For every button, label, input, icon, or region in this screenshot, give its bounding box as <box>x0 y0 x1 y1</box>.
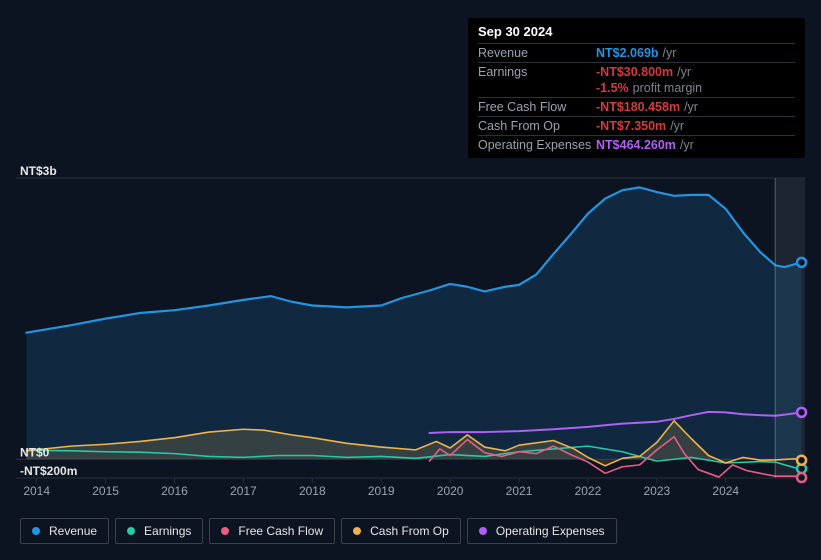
x-tick-label: 2019 <box>368 484 395 498</box>
tooltip-row-value: NT$2.069b <box>596 46 659 60</box>
tooltip-row-value: -NT$30.800m <box>596 65 673 79</box>
tooltip-row-label: Cash From Op <box>478 119 596 133</box>
tooltip-row-label: Free Cash Flow <box>478 100 596 114</box>
y-tick-label: NT$0 <box>20 445 50 459</box>
tooltip-row: Free Cash Flow-NT$180.458m/yr <box>478 97 795 116</box>
legend-dot <box>479 527 487 535</box>
legend: Revenue Earnings Free Cash Flow Cash From O… <box>20 518 617 544</box>
tooltip-row-suffix: /yr <box>677 65 691 79</box>
legend-item-cash_from_op[interactable]: Cash From Op <box>341 518 461 544</box>
legend-label: Earnings <box>144 524 191 538</box>
tooltip-row-suffix: /yr <box>684 100 698 114</box>
tooltip-row-suffix: profit margin <box>633 81 702 95</box>
tooltip-row: -1.5% profit margin <box>478 81 795 97</box>
tooltip-row-label: Earnings <box>478 65 596 79</box>
legend-dot <box>353 527 361 535</box>
tooltip-row: Operating ExpensesNT$464.260m/yr <box>478 135 795 154</box>
chart-root: NT$3b NT$0 -NT$200m 2014 2015 2016 2017 2018 20… <box>0 0 821 560</box>
legend-item-revenue[interactable]: Revenue <box>20 518 109 544</box>
tooltip-row: Cash From Op-NT$7.350m/yr <box>478 116 795 135</box>
x-tick-label: 2015 <box>92 484 119 498</box>
x-tick-label: 2017 <box>230 484 257 498</box>
tooltip-row-suffix: /yr <box>670 119 684 133</box>
chart-tooltip: Sep 30 2024 RevenueNT$2.069b/yrEarnings-… <box>468 18 805 158</box>
tooltip-row-value: -NT$180.458m <box>596 100 680 114</box>
x-tick-label: 2020 <box>437 484 464 498</box>
tooltip-date: Sep 30 2024 <box>478 24 795 43</box>
tooltip-row-value: NT$464.260m <box>596 138 676 152</box>
legend-item-operating_expenses[interactable]: Operating Expenses <box>467 518 617 544</box>
tooltip-row-label: Operating Expenses <box>478 138 596 152</box>
tooltip-row-suffix: /yr <box>663 46 677 60</box>
tooltip-row: RevenueNT$2.069b/yr <box>478 43 795 62</box>
legend-dot <box>32 527 40 535</box>
legend-label: Revenue <box>49 524 97 538</box>
x-tick-label: 2018 <box>299 484 326 498</box>
x-tick-label: 2022 <box>575 484 602 498</box>
x-tick-label: 2016 <box>161 484 188 498</box>
y-tick-label: -NT$200m <box>20 464 77 478</box>
tooltip-row-label: Revenue <box>478 46 596 60</box>
tooltip-row-value: -NT$7.350m <box>596 119 666 133</box>
tooltip-row: Earnings-NT$30.800m/yr <box>478 62 795 81</box>
legend-dot <box>127 527 135 535</box>
legend-label: Free Cash Flow <box>238 524 323 538</box>
legend-item-earnings[interactable]: Earnings <box>115 518 203 544</box>
y-tick-label: NT$3b <box>20 164 57 178</box>
legend-item-free_cash_flow[interactable]: Free Cash Flow <box>209 518 335 544</box>
series-end-dot-cash_from_op <box>797 456 806 465</box>
series-end-dot-free_cash_flow <box>797 473 806 482</box>
x-tick-label: 2023 <box>643 484 670 498</box>
tooltip-row-label <box>478 81 596 95</box>
x-tick-label: 2021 <box>506 484 533 498</box>
legend-label: Cash From Op <box>370 524 449 538</box>
tooltip-row-value: -1.5% <box>596 81 629 95</box>
x-tick-label: 2014 <box>23 484 50 498</box>
legend-dot <box>221 527 229 535</box>
series-end-dot-revenue <box>797 258 806 267</box>
legend-label: Operating Expenses <box>496 524 605 538</box>
series-end-dot-operating_expenses <box>797 408 806 417</box>
x-tick-label: 2024 <box>712 484 739 498</box>
tooltip-row-suffix: /yr <box>680 138 694 152</box>
